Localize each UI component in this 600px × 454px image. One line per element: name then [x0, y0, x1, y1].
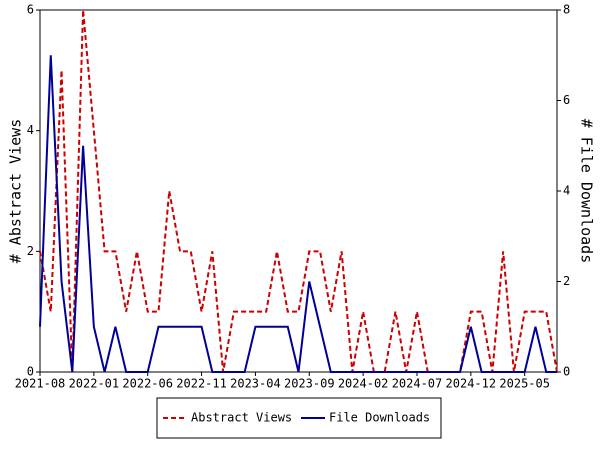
series-line — [39, 9, 558, 373]
y-tick-label: 2 — [27, 244, 34, 258]
y-axis-label: # Abstract Views — [7, 119, 25, 264]
x-tick-label: 2024-02 — [338, 377, 389, 391]
y2-tick-label: 8 — [563, 3, 570, 17]
legend-label: Abstract Views — [191, 411, 292, 425]
y2-tick-label: 6 — [563, 93, 570, 107]
y2-tick-label: 0 — [563, 365, 570, 379]
y-tick-label: 0 — [27, 365, 34, 379]
x-tick-label: 2024-07 — [392, 377, 443, 391]
x-tick-label: 2025-05 — [499, 377, 550, 391]
series-line — [39, 55, 557, 373]
y2-tick-label: 4 — [563, 184, 570, 198]
y-tick-label: 6 — [27, 3, 34, 17]
x-tick-label: 2024-12 — [446, 377, 497, 391]
legend-label: File Downloads — [329, 411, 430, 425]
x-tick-label: 2022-06 — [122, 377, 173, 391]
x-tick-label: 2022-01 — [69, 377, 120, 391]
y2-tick-label: 2 — [563, 274, 570, 288]
x-tick-label: 2021-08 — [15, 377, 66, 391]
x-tick-label: 2022-11 — [176, 377, 227, 391]
y-tick-label: 4 — [27, 123, 34, 137]
x-tick-label: 2023-04 — [230, 377, 281, 391]
plot-frame — [39, 9, 558, 373]
y2-axis-label: # File Downloads — [578, 119, 596, 264]
x-tick-label: 2023-09 — [284, 377, 335, 391]
legend — [156, 397, 442, 439]
